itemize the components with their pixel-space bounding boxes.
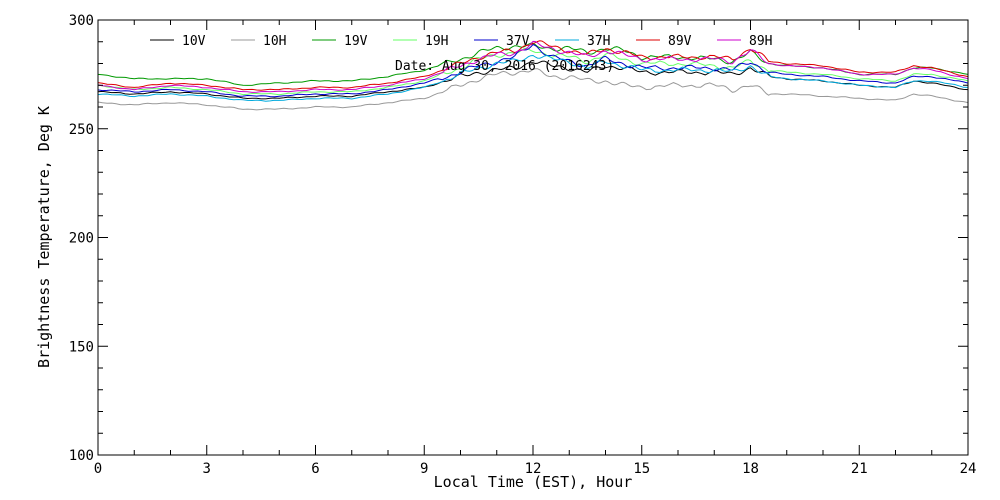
x-tick-label: 24 (960, 461, 977, 477)
x-tick-label: 21 (851, 461, 868, 477)
series-line-37h (97, 54, 969, 102)
series-line-89h (97, 40, 969, 93)
legend-label-19h: 19H (425, 34, 448, 49)
y-axis-label: Brightness Temperature, Deg K (35, 106, 53, 368)
x-axis-label: Local Time (EST), Hour (434, 473, 633, 491)
legend-label-10v: 10V (182, 34, 206, 49)
x-tick-label: 18 (742, 461, 759, 477)
series-layer (97, 40, 969, 111)
axis-layer: 0 3 6 9 12 15 18 21 24 100 150 200 250 300 (69, 13, 977, 477)
x-tick-label: 12 (525, 461, 542, 477)
x-tick-label: 15 (633, 461, 650, 477)
y-tick-label: 100 (69, 448, 94, 464)
series-line-37v (97, 43, 969, 98)
x-tick-label: 6 (311, 461, 319, 477)
series-line-89v (97, 40, 969, 91)
legend-label-19v: 19V (344, 34, 368, 49)
plot-frame (97, 19, 969, 456)
legend-label-89v: 89V (668, 34, 692, 49)
series-line-10h (97, 68, 969, 111)
legend-label-37v: 37V (506, 34, 530, 49)
y-tick-label: 200 (69, 231, 94, 247)
x-tick-label: 9 (420, 461, 428, 477)
x-tick-label: 0 (94, 461, 102, 477)
y-tick-label: 300 (69, 13, 94, 29)
legend-label-37h: 37H (587, 34, 610, 49)
legend: 10V 10H 19V 19H 37V 37H 89V 89H (150, 34, 772, 49)
x-tick-label: 3 (203, 461, 211, 477)
y-tick-label: 150 (69, 339, 94, 355)
legend-label-10h: 10H (263, 34, 286, 49)
y-tick-label: 250 (69, 122, 94, 138)
series-line-19h (97, 47, 969, 96)
chart-title: Date: Aug 30, 2016 (2016243) (395, 59, 614, 74)
legend-label-89h: 89H (749, 34, 772, 49)
